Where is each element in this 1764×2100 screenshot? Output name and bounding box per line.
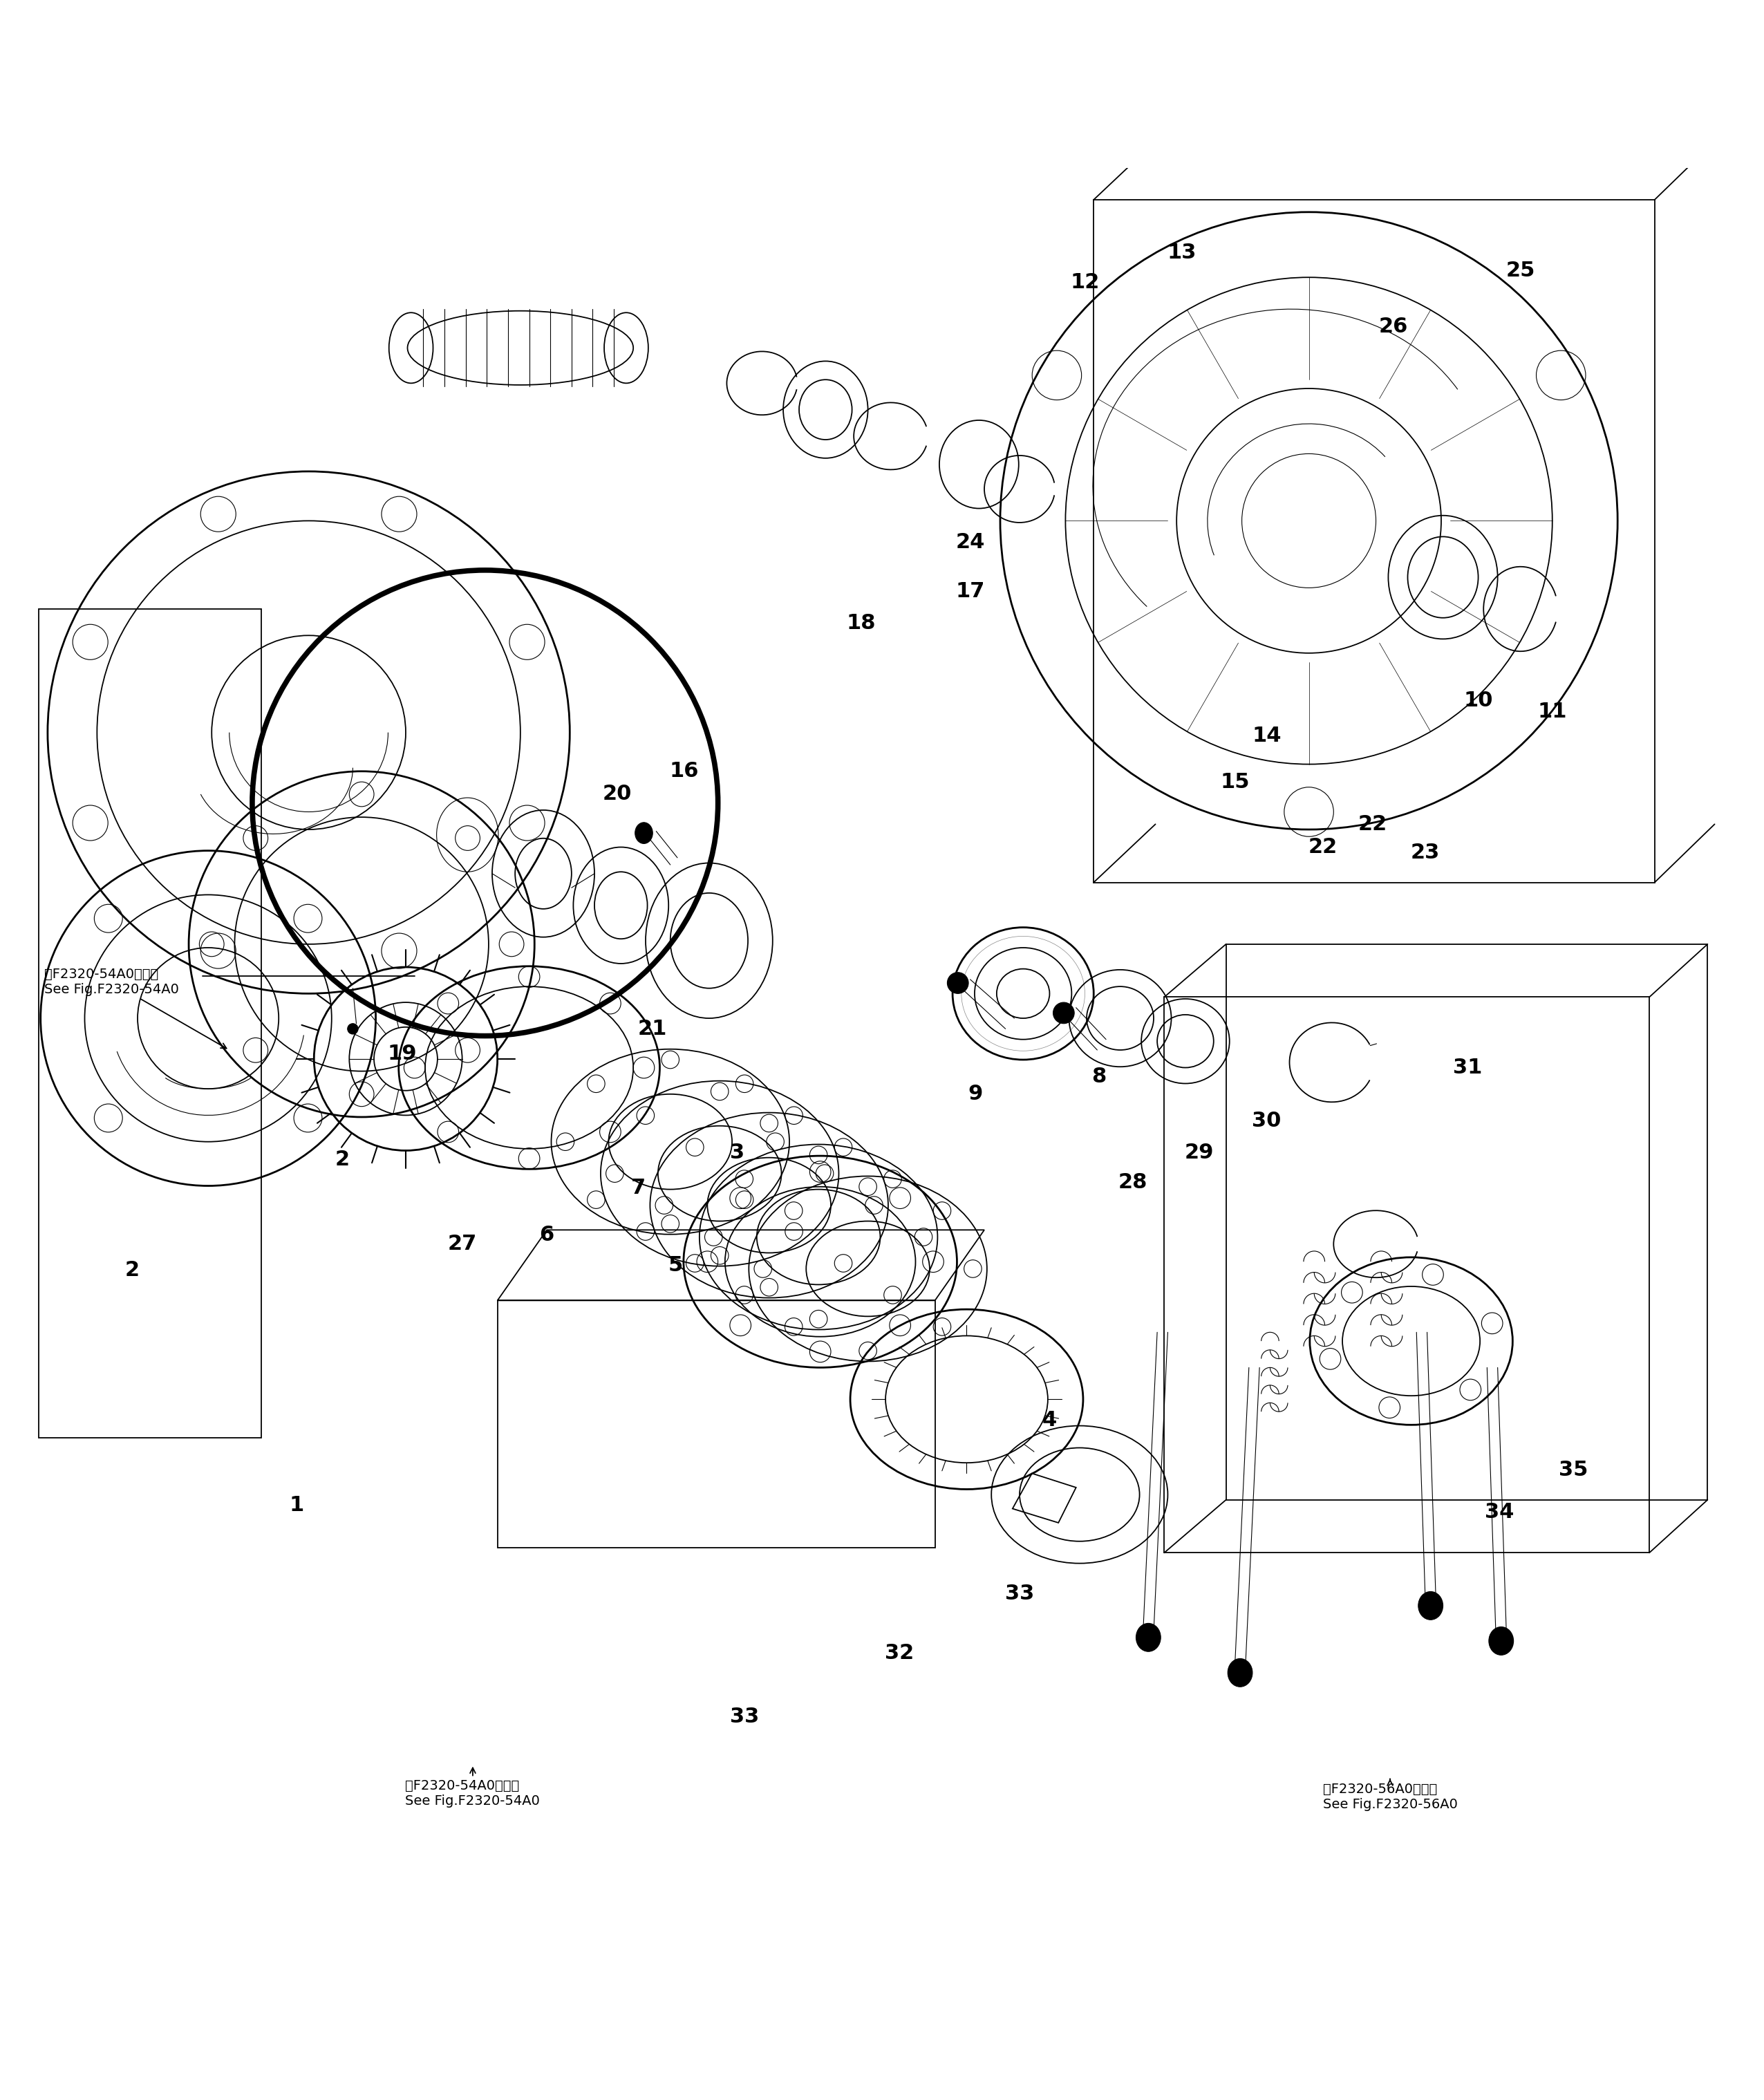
Text: 第F2320-56A0図参照
See Fig.F2320-56A0: 第F2320-56A0図参照 See Fig.F2320-56A0 <box>1323 1779 1457 1812</box>
Text: 32: 32 <box>886 1644 914 1663</box>
Text: 14: 14 <box>1252 727 1281 746</box>
Text: 26: 26 <box>1379 317 1408 336</box>
Text: 25: 25 <box>1506 260 1535 279</box>
Text: 33: 33 <box>1005 1583 1034 1604</box>
Text: 4: 4 <box>1043 1411 1057 1430</box>
Text: 9: 9 <box>968 1084 983 1105</box>
Text: 2: 2 <box>125 1260 139 1281</box>
Text: 18: 18 <box>847 613 875 632</box>
Text: 30: 30 <box>1252 1111 1281 1130</box>
Text: 22: 22 <box>1358 815 1387 834</box>
Text: 1: 1 <box>289 1495 303 1514</box>
Text: 23: 23 <box>1411 842 1439 863</box>
Ellipse shape <box>1418 1592 1443 1619</box>
Text: 27: 27 <box>448 1235 476 1254</box>
Text: 19: 19 <box>388 1044 416 1063</box>
Circle shape <box>348 1023 358 1033</box>
Ellipse shape <box>1136 1623 1161 1651</box>
Text: 第F2320-54A0図参照
See Fig.F2320-54A0: 第F2320-54A0図参照 See Fig.F2320-54A0 <box>44 968 226 1048</box>
Text: 17: 17 <box>956 582 984 601</box>
Text: 5: 5 <box>669 1256 683 1275</box>
Text: 16: 16 <box>670 762 699 781</box>
Text: 13: 13 <box>1168 244 1196 262</box>
Ellipse shape <box>635 823 653 844</box>
Text: 21: 21 <box>639 1018 667 1040</box>
Text: 24: 24 <box>956 531 984 552</box>
Text: 22: 22 <box>1309 838 1337 857</box>
Text: 28: 28 <box>1118 1172 1147 1193</box>
Text: 33: 33 <box>730 1707 759 1726</box>
Circle shape <box>947 972 968 993</box>
Text: 35: 35 <box>1559 1460 1588 1480</box>
Text: 8: 8 <box>1092 1067 1106 1086</box>
Text: 6: 6 <box>540 1224 554 1245</box>
Text: 2: 2 <box>335 1149 349 1170</box>
Text: 34: 34 <box>1485 1502 1514 1523</box>
Text: 7: 7 <box>632 1178 646 1197</box>
Text: 3: 3 <box>730 1142 744 1161</box>
Text: 12: 12 <box>1071 273 1099 292</box>
Ellipse shape <box>1228 1659 1252 1686</box>
Text: 第F2320-54A0図参照
See Fig.F2320-54A0: 第F2320-54A0図参照 See Fig.F2320-54A0 <box>406 1768 540 1808</box>
Text: 11: 11 <box>1538 701 1566 720</box>
Text: 29: 29 <box>1185 1142 1214 1161</box>
Text: 15: 15 <box>1221 773 1249 792</box>
Text: 31: 31 <box>1454 1058 1482 1077</box>
Ellipse shape <box>1489 1628 1514 1655</box>
Text: 20: 20 <box>603 783 632 804</box>
Circle shape <box>1053 1002 1074 1023</box>
Text: 10: 10 <box>1464 691 1492 710</box>
